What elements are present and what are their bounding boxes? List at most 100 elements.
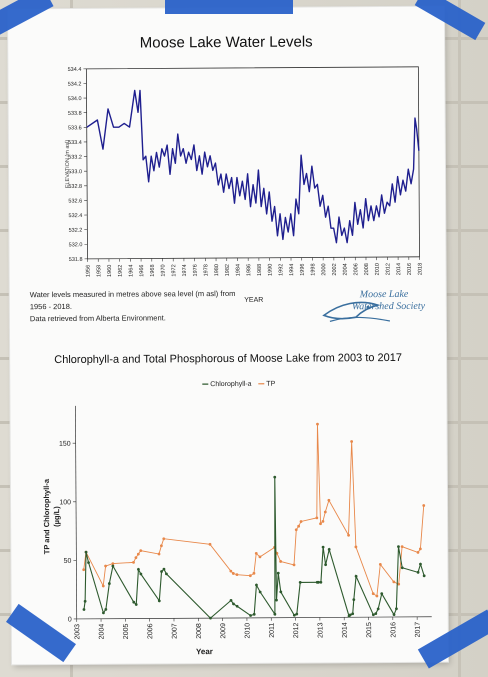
fish-logo-icon — [322, 301, 391, 322]
chlorophyll-point — [351, 612, 355, 616]
x-tick-label: 2016 — [390, 622, 397, 638]
x-tick-label: 2000 — [321, 263, 327, 275]
tp-point — [101, 584, 105, 588]
tp-point — [316, 422, 319, 426]
tp-point — [235, 573, 239, 577]
x-tick-label: 2016 — [407, 263, 413, 275]
tp-point — [400, 545, 404, 549]
chlorophyll-point — [255, 583, 258, 587]
x-tick-label: 1990 — [268, 264, 274, 276]
tp-point — [294, 528, 298, 532]
x-tick-label: 2007 — [172, 623, 179, 639]
tp-point — [111, 562, 115, 566]
y-tick-label: 532.8 — [68, 184, 82, 190]
chlorophyll-point — [279, 590, 283, 594]
y-tick-label: 534.4 — [68, 67, 82, 73]
y-tick-label: 534.2 — [68, 82, 82, 88]
tp-point — [375, 594, 379, 598]
chlorophyll-point — [419, 562, 422, 566]
tp-point — [321, 519, 325, 523]
tp-point — [378, 562, 382, 566]
x-tick-label: 2006 — [353, 263, 359, 275]
chlorophyll-point — [249, 614, 252, 617]
x-tick-label: 2017 — [415, 622, 422, 638]
chlorophyll-point — [137, 567, 140, 571]
tp-point — [248, 574, 252, 578]
tp-point — [323, 510, 327, 514]
x-tick-label: 1978 — [203, 264, 209, 276]
x-axis-line — [76, 616, 432, 620]
chlorophyll-point — [319, 580, 323, 584]
x-tick-label: 2014 — [396, 263, 402, 275]
x-tick-label: 1984 — [235, 264, 241, 276]
tp-point — [258, 555, 262, 559]
logo-line-1: Moose Lake — [359, 288, 409, 301]
chart1-title: Moose Lake Water Levels — [139, 33, 313, 52]
chart2-title: Chlorophyll-a and Total Phosphorous of M… — [54, 351, 403, 367]
tp-point — [136, 552, 140, 556]
tp-point — [279, 560, 283, 563]
y-axis-label-line-2: (µg/L) — [52, 506, 61, 527]
y-tick-label: 533.4 — [68, 140, 82, 146]
y-tick-label: 533.8 — [68, 111, 82, 117]
tp-point — [139, 549, 143, 552]
chlorophyll-point — [348, 613, 352, 617]
y-tick-label: 532.6 — [68, 198, 82, 204]
y-axis-label-line-1: TP and Chlorophyll-a — [42, 478, 51, 554]
tp-point — [132, 560, 135, 564]
y-tick-label: 533.6 — [68, 125, 82, 131]
chlorophyll-point — [295, 612, 299, 616]
chlorophyll-point — [209, 616, 212, 620]
logo-line-2: Watershed Society — [351, 300, 426, 313]
x-tick-label: 1974 — [182, 264, 188, 276]
tp-point — [157, 552, 161, 556]
poster: Moose Lake Water Levels 534.4 534.2 534.0 5… — [8, 6, 448, 665]
chlorophyll-point — [276, 571, 280, 575]
plot-frame — [85, 66, 420, 260]
tp-point — [229, 569, 233, 573]
chlorophyll-point — [292, 613, 296, 617]
tp-point — [82, 568, 86, 572]
chlorophyll-point — [352, 598, 356, 602]
x-tick-label: 1988 — [257, 264, 263, 276]
chlorophyll-point — [258, 590, 262, 594]
x-tick-label: 2005 — [123, 624, 130, 640]
tp-point — [292, 563, 296, 567]
chlorophyll-point — [327, 548, 331, 551]
chlorophyll-point — [162, 567, 166, 571]
legend-chl-label: Chlorophyll-a — [210, 381, 251, 388]
tp-point — [397, 582, 401, 586]
x-tick-label: 1986 — [246, 264, 252, 276]
x-tick-label: 1998 — [310, 263, 316, 275]
x-tick-label: 2006 — [147, 623, 154, 639]
chlorophyll-point — [84, 550, 88, 554]
chlorophyll-point — [371, 613, 375, 617]
x-tick-label: 1966 — [139, 265, 145, 277]
x-tick-label: 1964 — [128, 265, 134, 277]
y-tick-label: 532.0 — [69, 242, 83, 248]
x-tick-label: 2004 — [99, 624, 106, 640]
tp-series-line — [83, 424, 425, 597]
chlorophyll-point — [273, 612, 277, 616]
tp-point — [159, 544, 163, 548]
tp-point — [350, 440, 354, 443]
legend-tp-label: TP — [266, 381, 275, 388]
tp-point — [297, 524, 301, 528]
chlorophyll-point — [397, 545, 400, 549]
chlorophyll-series-line — [83, 477, 425, 619]
y-tick-label: 533.0 — [68, 169, 82, 175]
chlorophyll-point — [83, 599, 87, 603]
x-tick-label: 1994 — [289, 264, 295, 276]
x-tick-label: 2002 — [332, 263, 338, 275]
note-line-3: Data retrieved from Alberta Environment. — [29, 313, 166, 324]
y-tick-label: 531.8 — [69, 257, 83, 263]
tp-point — [104, 564, 107, 568]
tp-point — [252, 571, 256, 575]
chlorophyll-point — [160, 570, 163, 573]
y-axis-line — [75, 405, 78, 619]
tp-point — [208, 542, 212, 546]
chlorophyll-point — [275, 598, 278, 602]
x-tick-label: 1968 — [150, 264, 156, 276]
chlorophyll-point — [374, 612, 378, 615]
